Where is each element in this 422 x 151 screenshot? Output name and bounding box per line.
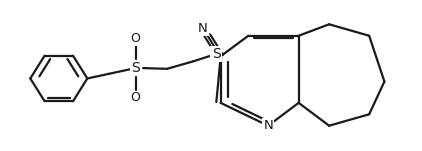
Text: N: N: [198, 22, 208, 35]
Text: N: N: [263, 119, 273, 132]
Text: S: S: [131, 61, 140, 75]
Text: O: O: [130, 91, 141, 104]
Text: S: S: [212, 47, 220, 61]
Text: O: O: [130, 32, 141, 45]
